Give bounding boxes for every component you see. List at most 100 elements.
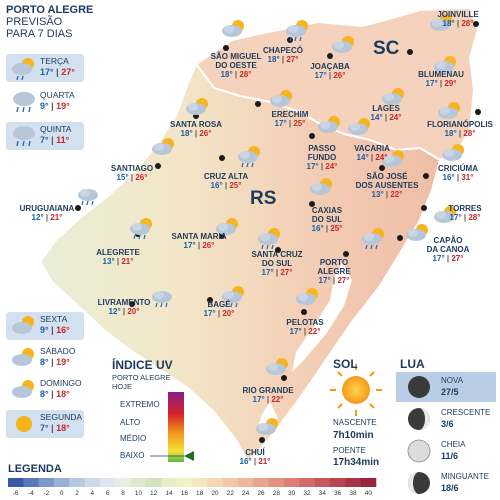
forecast-day-6: DOMINGO 8° | 18° <box>6 376 84 404</box>
city-temps: 16° | 31° <box>442 173 474 182</box>
legend-swatch <box>54 478 70 487</box>
city-label: SANTA MARIA 17° | 26° <box>168 232 230 250</box>
city-label: SANTA ROSA 18° | 26° <box>170 120 222 138</box>
forecast-day-temps: 8° | 18° <box>40 389 70 399</box>
city-label: TORRES 17° | 28° <box>438 204 492 222</box>
legend-swatch <box>8 478 24 487</box>
forecast-day-temps: 8° | 19° <box>40 357 70 367</box>
city-dot <box>475 109 481 115</box>
city-temps: 16° | 21° <box>239 457 271 466</box>
city-dot <box>423 173 429 179</box>
city-temps: 18° | 26° <box>180 129 212 138</box>
forecast-day-temps: 17° | 27° <box>40 67 75 77</box>
legend-value: -4 <box>28 490 34 497</box>
legend-value: -2 <box>43 490 50 497</box>
city-dot <box>255 101 261 107</box>
city-dot <box>155 163 161 169</box>
sun-cloud-icon <box>256 418 278 435</box>
city-name: CHUÍ <box>245 448 265 457</box>
sun-cloud-icon <box>266 358 288 375</box>
legend-value: 4 <box>90 490 95 497</box>
city-label: RIO GRANDE 17° | 22° <box>240 386 296 404</box>
uv-scale-bar <box>168 392 184 462</box>
sun-cloud-icon <box>222 20 244 37</box>
city-temps: 14° | 24° <box>370 113 402 122</box>
city-dot <box>281 375 287 381</box>
legend-title: LEGENDA <box>8 463 62 475</box>
legend-value: 16 <box>180 490 188 497</box>
moon-title: LUA <box>400 357 425 371</box>
legend-swatch <box>161 478 177 487</box>
region-label-sc: SC <box>373 38 400 59</box>
city-temps: 17° | 26° <box>314 71 346 80</box>
legend-value: -6 <box>12 490 19 497</box>
city-dot <box>207 297 213 303</box>
city-temps: 13° | 22° <box>371 190 403 199</box>
sun-cloud-rain-icon <box>258 228 280 250</box>
sun-cloud-rain-icon <box>362 228 384 250</box>
sun-cloud-icon <box>152 138 174 155</box>
city-dot <box>129 301 135 307</box>
sunrise-label: NASCENTE <box>333 418 377 427</box>
forecast-day-name: TERÇA <box>40 56 69 66</box>
cloud-rain-icon <box>13 126 35 147</box>
city-temps: 17° | 22° <box>289 327 321 336</box>
legend-swatch <box>38 478 55 487</box>
city-temps: 17° | 27° <box>432 254 464 263</box>
header-city: PORTO ALEGRE <box>6 4 94 16</box>
forecast-day-temps: 7° | 11° <box>40 135 70 145</box>
city-label: PORTO ALEGRE 17° | 27° <box>312 258 356 285</box>
sun-cloud-icon <box>186 98 208 115</box>
city-temps: 17° | 27° <box>261 268 293 277</box>
sun-cloud-icon <box>434 206 456 223</box>
map-weather-icons <box>78 14 464 435</box>
city-temps: 17° | 25° <box>274 119 306 128</box>
sun-cloud-icon <box>310 178 332 195</box>
city-temps: 17° | 24° <box>306 162 338 171</box>
city-name: RIO GRANDE <box>242 386 294 395</box>
city-label: SANTA CRUZ DO SUL 17° | 27° <box>246 250 308 277</box>
city-temps: 14° | 24° <box>356 153 388 162</box>
city-label: FLORIANÓPOLIS 18° | 28° <box>424 120 496 138</box>
sun-cloud-icon <box>270 90 292 107</box>
moon-phase-crescente: CRESCENTE 3/6 <box>396 404 496 434</box>
city-label: SÃO MIGUEL DO OESTE 18° | 28° <box>200 52 272 79</box>
sun-cloud-icon <box>12 348 34 366</box>
city-name: CAXIAS DO SUL <box>311 206 343 224</box>
legend-swatch <box>146 478 162 487</box>
forecast-day-temps: 9° | 19° <box>40 101 70 111</box>
city-temps: 12° | 20° <box>108 307 140 316</box>
forecast-day-name: DOMINGO <box>40 378 82 388</box>
legend-value: 10 <box>134 490 142 497</box>
city-temps: 17° | 22° <box>252 395 284 404</box>
forecast-day-name: SÁBADO <box>40 346 76 356</box>
city-temps: 17° | 26° <box>183 241 215 250</box>
city-name: SANTA ROSA <box>170 120 222 129</box>
city-temps: 17° | 29° <box>425 79 457 88</box>
uv-subtitle: PORTO ALEGRE HOJE <box>112 373 171 391</box>
legend-swatch <box>130 478 147 487</box>
city-label: SÃO JOSÉ DOS AUSENTES 13° | 22° <box>354 172 420 199</box>
city-name: CHAPECÓ <box>262 46 303 55</box>
sun-cloud-icon <box>438 102 460 119</box>
cloud-rain-icon <box>152 291 172 308</box>
legend-value: 8 <box>121 490 125 497</box>
forecast-day-7: SEGUNDA 7° | 18° <box>6 410 84 438</box>
city-label: PELOTAS 17° | 22° <box>278 318 332 336</box>
city-label: JOAÇABA 17° | 26° <box>306 62 354 80</box>
legend-swatch <box>176 478 193 487</box>
city-name: PELOTAS <box>286 318 324 327</box>
city-label: PASSO FUNDO 17° | 24° <box>300 144 344 171</box>
city-label: CAXIAS DO SUL 16° | 25° <box>304 206 350 233</box>
sun-cloud-icon <box>12 316 34 334</box>
city-label: URUGUAIANA 12° | 21° <box>16 204 78 222</box>
legend-swatch <box>23 478 39 487</box>
city-dot <box>301 309 307 315</box>
forecast-day-5: SÁBADO 8° | 19° <box>6 344 84 372</box>
forecast-day-4: SEXTA 9° | 16° <box>6 312 84 340</box>
forecast-day-2: QUARTA 9° | 19° <box>6 88 84 116</box>
legend-value: 30 <box>288 490 296 497</box>
city-name: ALEGRETE <box>96 248 140 257</box>
legend-swatch <box>345 478 361 487</box>
header-line2: PREVISÃO <box>6 16 63 28</box>
